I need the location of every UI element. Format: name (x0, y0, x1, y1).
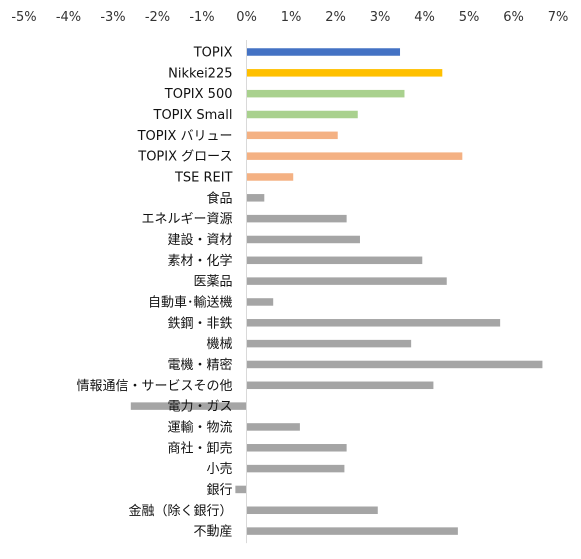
bar (246, 110, 358, 119)
x-tick-label: -5% (11, 10, 36, 25)
bar (246, 298, 274, 306)
x-tick-label: -3% (100, 10, 125, 25)
category-label: 建設・資材 (167, 232, 232, 248)
category-label: エネルギー資源 (141, 212, 232, 227)
category-label: Nikkei225 (168, 66, 232, 81)
x-tick-label: 3% (370, 10, 391, 25)
bar (246, 319, 501, 327)
category-label: 素材・化学 (167, 253, 232, 269)
bar (246, 69, 443, 77)
category-label: 運輸・物流 (167, 420, 232, 435)
bar (246, 48, 401, 56)
bar (246, 381, 434, 390)
category-label: TOPIX グロース (137, 150, 232, 165)
bar (130, 402, 247, 410)
category-label: 機械 (206, 337, 232, 352)
bar (246, 506, 378, 515)
bars (130, 48, 543, 535)
category-label: 食品 (206, 190, 232, 206)
category-label: TOPIX (193, 46, 233, 61)
x-tick-label: 5% (459, 10, 480, 25)
category-label: TOPIX バリュー (137, 129, 233, 144)
category-label: 銀行 (206, 483, 232, 498)
category-labels: TOPIX Nikkei225 TOPIX 500 TOPIX Small TOPIX … (76, 46, 232, 540)
x-axis-ticks: -5% -4% -3% -2% -1% 0% 1% 2% 3% 4% 5% 6% 7% (11, 10, 568, 25)
x-tick-label: 1% (281, 10, 302, 25)
bar (246, 360, 543, 369)
bar (246, 89, 405, 98)
category-label: 電機・精密 (167, 357, 232, 373)
category-label: 電力・ガス (167, 400, 232, 415)
bar (246, 444, 347, 452)
bar (246, 131, 338, 140)
category-label: TOPIX 500 (164, 87, 233, 102)
bar (246, 277, 447, 285)
bar (246, 152, 463, 160)
category-label: 自動車･輸送機 (148, 295, 233, 310)
category-label: 金融（除く銀行） (128, 503, 232, 519)
bar (246, 256, 423, 265)
x-tick-label: -1% (189, 10, 214, 25)
category-label: 商社・卸売 (167, 440, 232, 456)
bar (246, 173, 294, 181)
category-label: 鉄鋼・非鉄 (167, 316, 232, 331)
bar (246, 339, 412, 348)
bar (235, 485, 247, 494)
bar (246, 214, 347, 223)
category-label: TSE REIT (174, 170, 233, 185)
category-label: 不動産 (193, 524, 232, 540)
x-tick-label: 6% (503, 10, 524, 25)
x-tick-label: -4% (56, 10, 81, 25)
bar (246, 194, 265, 202)
category-label: 情報通信・サービスその他 (76, 379, 232, 394)
bar (246, 527, 458, 535)
bar (246, 423, 300, 431)
x-tick-label: 2% (325, 10, 346, 25)
category-label: TOPIX Small (153, 108, 233, 123)
x-tick-label: 7% (548, 10, 569, 25)
category-label: 小売 (206, 461, 232, 477)
x-tick-label: -2% (145, 10, 170, 25)
bar (246, 235, 360, 244)
category-label: 医薬品 (193, 275, 232, 290)
x-tick-label: 0% (236, 10, 257, 25)
x-tick-label: 4% (414, 10, 435, 25)
bar (246, 464, 345, 473)
